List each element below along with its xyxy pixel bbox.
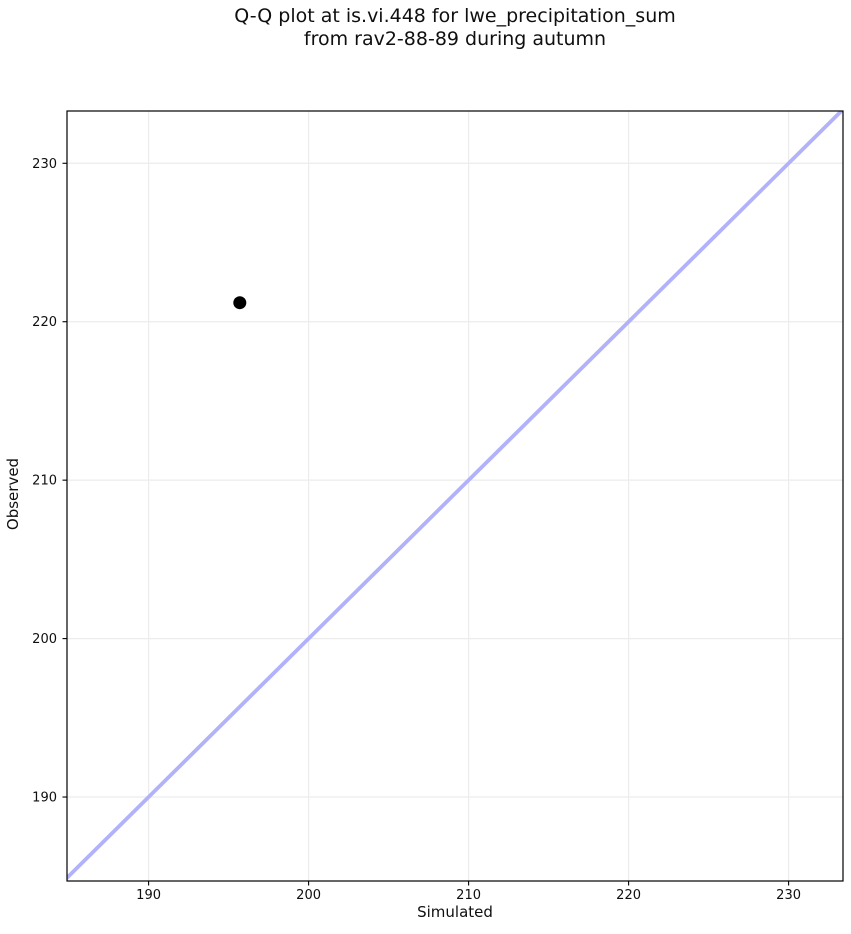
identity-line <box>67 111 843 881</box>
y-tick-label: 230 <box>32 157 57 172</box>
data-point <box>233 296 247 310</box>
x-axis-label: Simulated <box>417 903 493 921</box>
y-tick-label: 220 <box>32 315 57 330</box>
chart-title-line2: from rav2-88-89 during autumn <box>303 28 607 50</box>
y-axis-label: Observed <box>4 457 22 531</box>
y-tick-label: 200 <box>32 632 57 647</box>
x-tick-label: 190 <box>136 888 161 903</box>
y-tick-label: 190 <box>32 791 57 806</box>
y-tick-label: 210 <box>32 474 57 489</box>
x-tick-label: 230 <box>776 888 801 903</box>
x-tick-label: 220 <box>616 888 641 903</box>
x-tick-label: 200 <box>296 888 321 903</box>
x-tick-label: 210 <box>456 888 481 903</box>
chart-title: Q-Q plot at is.vi.448 for lwe_precipitat… <box>67 5 843 51</box>
plot-border <box>66 110 844 882</box>
chart-title-line1: Q-Q plot at is.vi.448 for lwe_precipitat… <box>234 5 676 27</box>
